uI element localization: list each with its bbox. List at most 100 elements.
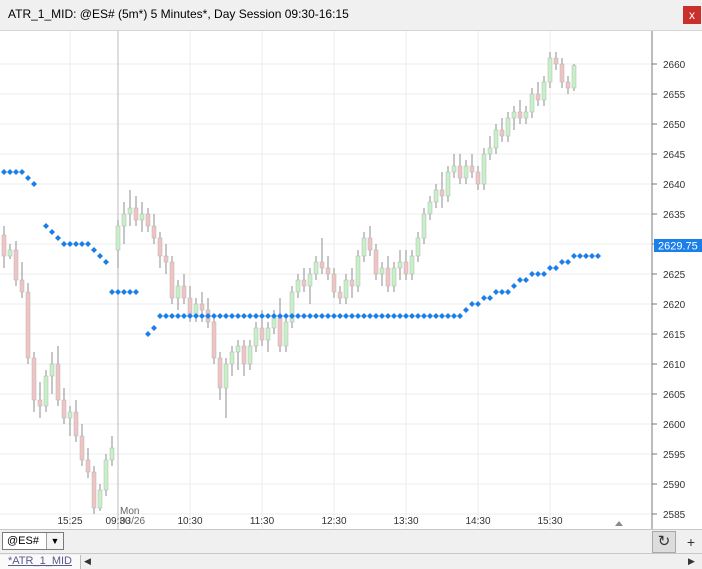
candle <box>541 76 547 106</box>
session-date-label: 03/26 <box>120 516 145 527</box>
indicator-point <box>553 265 559 271</box>
candle <box>103 454 109 496</box>
indicator-point <box>175 313 181 319</box>
indicator-point <box>85 241 91 247</box>
indicator-point <box>367 313 373 319</box>
indicator-point <box>415 313 421 319</box>
indicator-point <box>253 313 259 319</box>
indicator-point <box>571 253 577 259</box>
indicator-point <box>169 313 175 319</box>
candle <box>301 268 307 292</box>
indicator-point <box>73 241 79 247</box>
candle <box>43 370 49 412</box>
close-button[interactable]: x <box>683 6 701 24</box>
refresh-icon[interactable]: ↻ <box>652 531 676 553</box>
scroll-up-icon[interactable] <box>615 521 623 526</box>
candle <box>451 154 457 178</box>
candle <box>475 166 481 190</box>
atr-indicator <box>1 169 601 337</box>
indicator-point <box>319 313 325 319</box>
candle <box>379 262 385 286</box>
candle <box>25 283 31 364</box>
plot-area <box>0 31 652 529</box>
indicator-point <box>373 313 379 319</box>
candle <box>283 316 289 352</box>
indicator-point <box>325 313 331 319</box>
price-chart[interactable]: 2585259025952600260526102615262026252630… <box>0 0 702 529</box>
candle <box>409 250 415 280</box>
indicator-point <box>361 313 367 319</box>
indicator-point <box>181 313 187 319</box>
indicator-point <box>79 241 85 247</box>
last-price-box <box>654 239 702 252</box>
indicator-point <box>463 307 469 313</box>
x-tick-label: 10:30 <box>177 516 202 527</box>
y-tick-label: 2640 <box>663 180 686 191</box>
indicator-point <box>163 313 169 319</box>
y-tick-label: 2590 <box>663 480 686 491</box>
y-tick-label: 2610 <box>663 360 686 371</box>
grid-lines <box>0 31 652 529</box>
candle <box>145 208 151 232</box>
x-tick-label: 13:30 <box>393 516 418 527</box>
candle <box>127 190 133 226</box>
indicator-point <box>151 325 157 331</box>
indicator-point <box>457 313 463 319</box>
indicator-point <box>91 247 97 253</box>
scroll-left-icon[interactable]: ◀ <box>84 556 91 566</box>
last-price-label: 2629.75 <box>658 241 698 253</box>
indicator-point <box>229 313 235 319</box>
x-tick-label: 15:30 <box>537 516 562 527</box>
candle <box>211 316 217 364</box>
indicator-point <box>451 313 457 319</box>
candle <box>217 352 223 400</box>
candle <box>571 64 577 91</box>
indicator-point <box>61 241 67 247</box>
candle <box>547 52 553 88</box>
indicator-point <box>313 313 319 319</box>
bottom-toolbar: @ES# ▼ ↻ + <box>0 529 702 554</box>
indicator-point <box>301 313 307 319</box>
candle <box>19 262 25 298</box>
y-tick-label: 2615 <box>663 330 686 341</box>
candle <box>169 256 175 304</box>
tab-atr-1-mid[interactable]: *ATR_1_MID <box>0 555 81 569</box>
indicator-point <box>385 313 391 319</box>
add-button[interactable]: + <box>686 534 696 550</box>
candle <box>1 226 7 268</box>
y-tick-label: 2605 <box>663 390 686 401</box>
candle <box>343 274 349 304</box>
indicator-point <box>25 175 31 181</box>
candle <box>229 346 235 376</box>
candle <box>31 352 37 412</box>
last-price-marker: 2629.75 <box>654 239 702 253</box>
scroll-right-icon[interactable]: ▶ <box>688 556 695 566</box>
y-tick-label: 2635 <box>663 210 686 221</box>
candle <box>67 406 73 436</box>
candle <box>397 250 403 280</box>
indicator-point <box>523 277 529 283</box>
candle <box>91 466 97 514</box>
candle <box>265 322 271 352</box>
time-axis[interactable]: 15:25 09:30 10:30 11:30 12:30 13:30 14:30 15:30 <box>57 516 562 527</box>
indicator-point <box>43 223 49 229</box>
candle <box>427 196 433 220</box>
session-day-label: Mon <box>120 506 139 517</box>
indicator-point <box>307 313 313 319</box>
x-tick-label: 14:30 <box>465 516 490 527</box>
candle <box>517 100 523 124</box>
candle <box>295 274 301 298</box>
price-axis[interactable]: 2585259025952600260526102615262026252630… <box>652 60 686 521</box>
candle <box>223 358 229 418</box>
candle <box>55 346 61 406</box>
y-tick-label: 2650 <box>663 120 686 131</box>
candle <box>529 88 535 118</box>
chevron-down-icon[interactable]: ▼ <box>46 533 63 549</box>
candle <box>61 388 67 424</box>
indicator-point <box>289 313 295 319</box>
indicator-point <box>547 265 553 271</box>
symbol-select[interactable]: @ES# ▼ <box>2 532 64 550</box>
indicator-point <box>157 313 163 319</box>
candle <box>151 214 157 244</box>
indicator-point <box>409 313 415 319</box>
